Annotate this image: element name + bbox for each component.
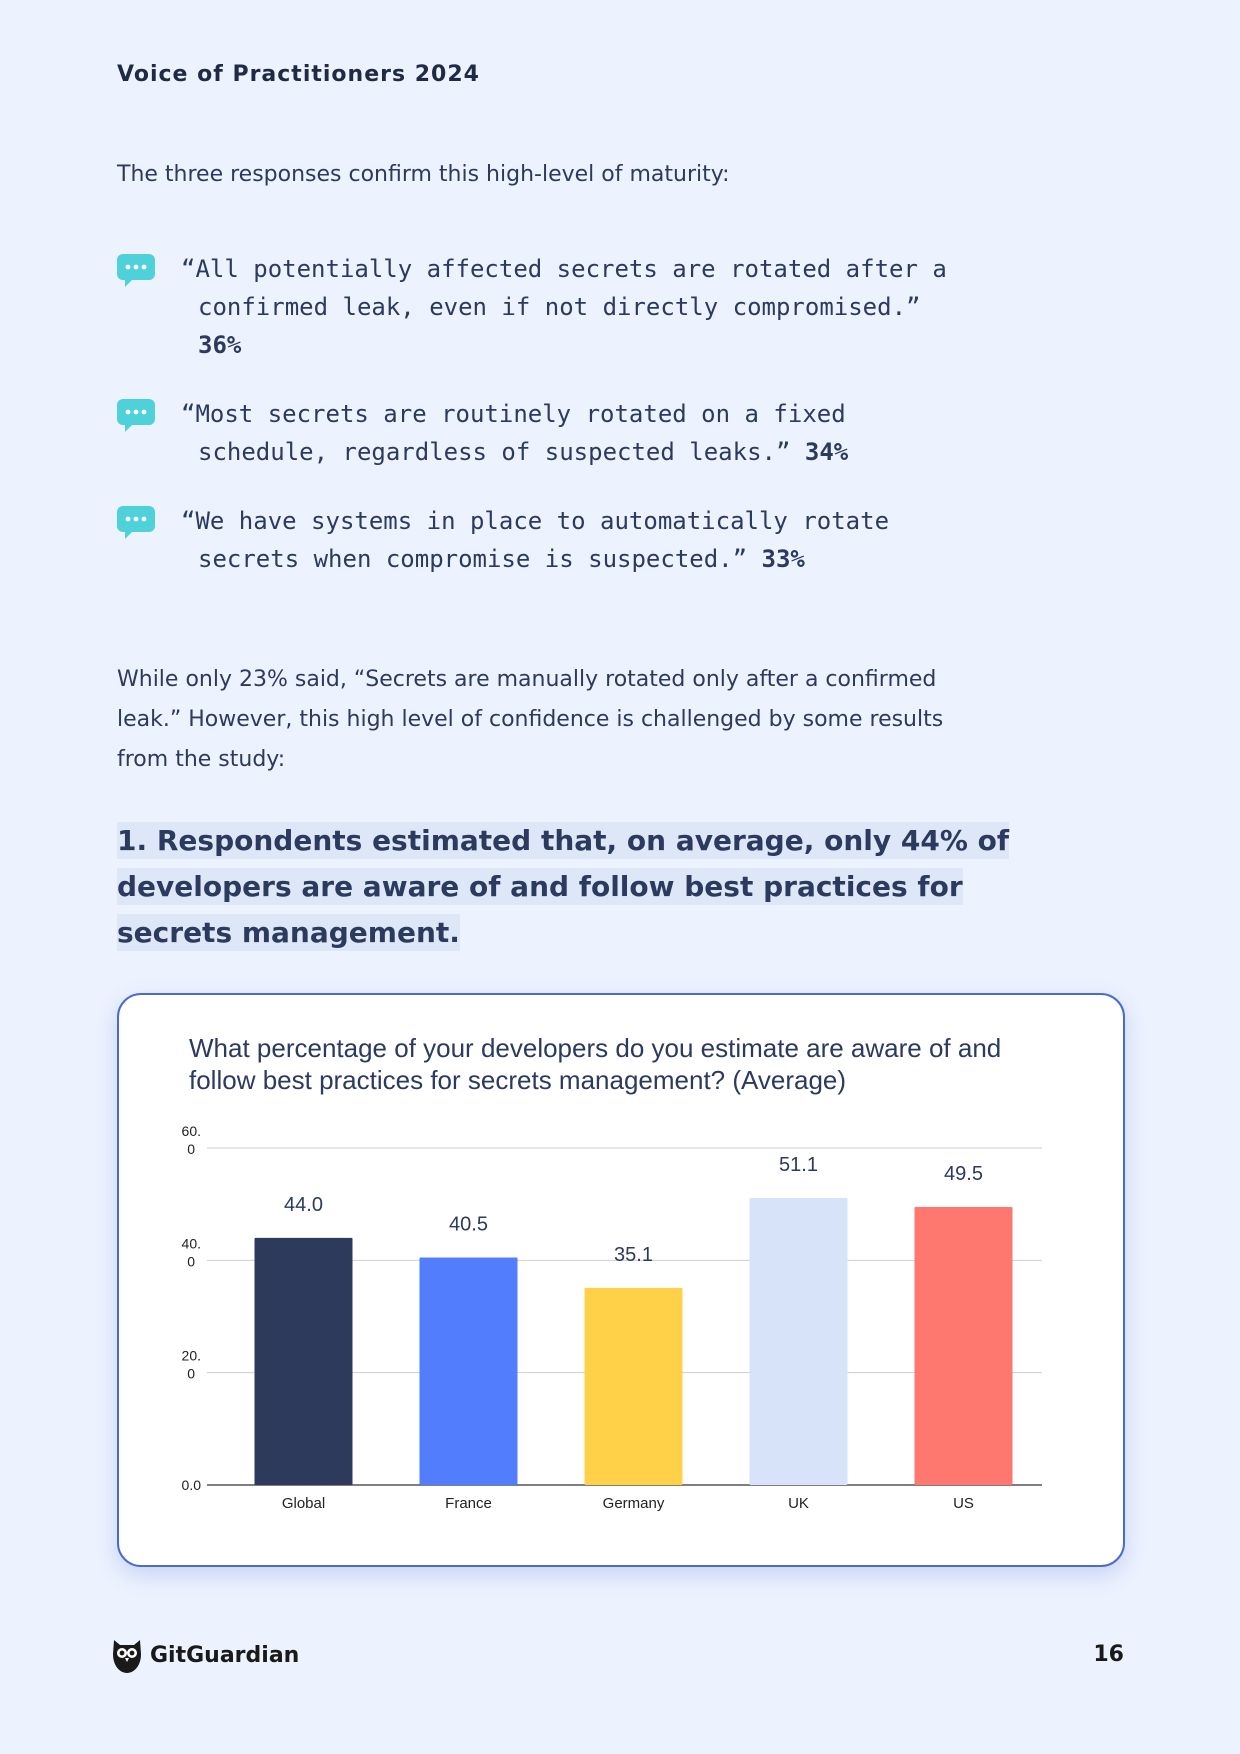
data-label: 35.1 bbox=[614, 1244, 653, 1266]
chat-bubble-icon bbox=[117, 399, 155, 432]
brand-name: GitGuardian bbox=[150, 1642, 300, 1668]
gitguardian-logo: GitGuardian bbox=[110, 1636, 299, 1674]
quote-item: “All potentially affected secrets are ro… bbox=[117, 250, 997, 364]
quote-body: “All potentially affected secrets are ro… bbox=[181, 255, 947, 321]
document-header-title: Voice of Practitioners 2024 bbox=[117, 62, 480, 87]
data-label: 40.5 bbox=[449, 1214, 488, 1236]
quote-body: “Most secrets are routinely rotated on a… bbox=[181, 400, 846, 466]
data-label: 51.1 bbox=[779, 1154, 818, 1176]
bar bbox=[419, 1257, 518, 1485]
chart-card: What percentage of your developers do yo… bbox=[117, 993, 1125, 1567]
body-paragraph: While only 23% said, “Secrets are manual… bbox=[117, 667, 944, 772]
y-tick-label: 40. 0 bbox=[182, 1235, 201, 1269]
y-tick-label: 60. 0 bbox=[182, 1123, 201, 1157]
quote-percent: 34% bbox=[804, 438, 849, 466]
quote-percent: 36% bbox=[198, 331, 242, 359]
data-label: 44.0 bbox=[284, 1194, 323, 1216]
quote-item: “Most secrets are routinely rotated on a… bbox=[117, 395, 997, 471]
y-tick-label: 0.0 bbox=[182, 1477, 202, 1493]
quote-percent: 33% bbox=[761, 545, 805, 573]
quote-text: “Most secrets are routinely rotated on a… bbox=[181, 395, 958, 471]
y-tick-label: 20. 0 bbox=[182, 1348, 201, 1382]
chat-bubble-icon bbox=[117, 254, 155, 287]
quote-list: “All potentially affected secrets are ro… bbox=[117, 250, 997, 609]
key-finding: 1. Respondents estimated that, on averag… bbox=[117, 818, 1017, 956]
bar bbox=[914, 1206, 1013, 1485]
intro-text: The three responses confirm this high-le… bbox=[117, 162, 730, 187]
bar-chart: What percentage of your developers do yo… bbox=[182, 1033, 1042, 1512]
x-tick-label: France bbox=[445, 1495, 492, 1512]
quote-body: “We have systems in place to automatical… bbox=[181, 507, 890, 573]
quote-text: “All potentially affected secrets are ro… bbox=[181, 250, 958, 364]
bar bbox=[749, 1197, 848, 1485]
chat-bubble-icon bbox=[117, 506, 155, 539]
x-tick-label: US bbox=[953, 1495, 974, 1512]
bar bbox=[584, 1287, 683, 1485]
x-tick-label: Germany bbox=[603, 1495, 665, 1512]
quote-text: “We have systems in place to automatical… bbox=[181, 502, 958, 578]
x-tick-label: UK bbox=[788, 1495, 809, 1512]
bar bbox=[254, 1237, 353, 1485]
page-number: 16 bbox=[1093, 1642, 1124, 1667]
key-finding-text: 1. Respondents estimated that, on averag… bbox=[117, 822, 1010, 951]
x-tick-label: Global bbox=[282, 1495, 325, 1512]
chart-title-line: follow best practices for secrets manage… bbox=[189, 1065, 846, 1095]
quote-item: “We have systems in place to automatical… bbox=[117, 502, 997, 578]
chart-title-line: What percentage of your developers do yo… bbox=[189, 1033, 1001, 1063]
data-label: 49.5 bbox=[944, 1163, 983, 1185]
owl-icon bbox=[113, 1640, 141, 1673]
